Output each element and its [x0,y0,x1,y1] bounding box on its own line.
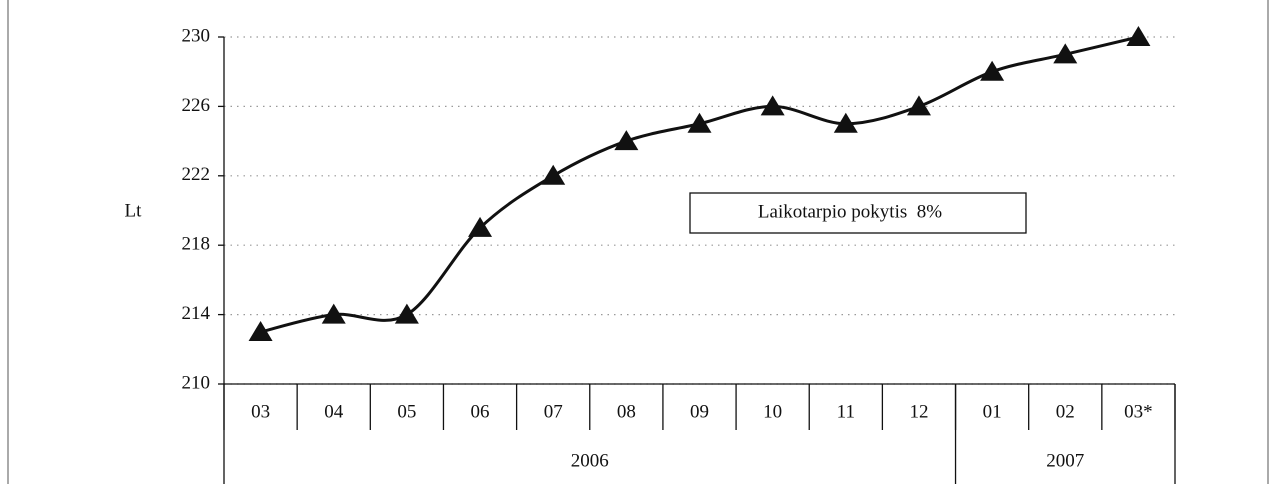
marker [614,130,639,151]
marker [1126,26,1151,46]
x-tick-label: 06 [471,401,490,422]
x-tick-label: 12 [909,401,928,422]
frame [7,0,1269,484]
group-label: 2007 [1046,450,1084,471]
line [260,35,1139,334]
x-tick-label: 11 [837,401,855,422]
marker [906,95,931,116]
marker [468,216,493,237]
annotation-box [689,192,1027,234]
marker [394,303,419,324]
y-tick-label: 214 [182,303,211,324]
marker [541,164,566,185]
x-tick-label: 05 [397,401,416,422]
x-tick-label: 07 [544,401,563,422]
y-axis-label: Lt [125,200,143,221]
x-tick-label: 08 [617,401,636,422]
x-tick-label: 03 [251,401,270,422]
y-tick-label: 226 [182,95,211,116]
x-tick-label: 03* [1124,401,1153,422]
x-tick-label: 04 [324,401,344,422]
marker [321,303,346,324]
y-tick-label: 230 [182,25,211,46]
y-tick-label: 218 [182,234,211,255]
group-label: 2006 [571,450,609,471]
y-tick-label: 210 [182,372,211,393]
marker [980,60,1005,81]
marker [1053,43,1078,64]
x-tick-label: 01 [983,401,1002,422]
annotation: Laikotarpio pokytis 8% [758,201,942,222]
x-tick-label: 02 [1056,401,1075,422]
marker [248,320,273,341]
y-tick-label: 222 [182,164,211,185]
x-tick-label: 10 [763,401,782,422]
marker [687,112,712,133]
x-tick-label: 09 [690,401,709,422]
marker [833,112,858,133]
marker [760,95,785,116]
